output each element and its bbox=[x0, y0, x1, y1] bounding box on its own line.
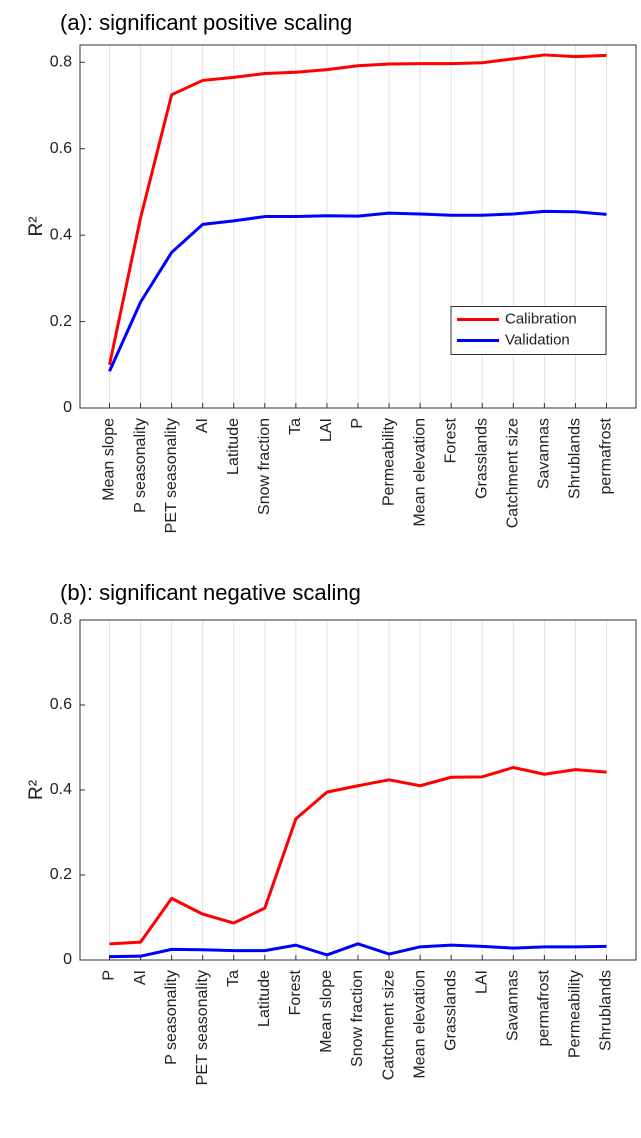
legend-box bbox=[450, 306, 607, 355]
y-tick-label: 0 bbox=[63, 951, 72, 968]
y-axis-label: R² bbox=[26, 216, 47, 236]
chart-title: (b): significant negative scaling bbox=[60, 580, 361, 605]
data-line bbox=[109, 942, 607, 959]
x-tick-label: Ta bbox=[287, 418, 304, 435]
x-tick-label: Mean slope bbox=[318, 970, 335, 1053]
x-tick-label: Snow fraction bbox=[349, 970, 366, 1067]
y-tick-label: 0.8 bbox=[50, 54, 72, 71]
y-tick-label: 0.6 bbox=[50, 696, 72, 713]
axes-frame bbox=[79, 619, 637, 961]
x-tick-label: Forest bbox=[442, 417, 459, 463]
y-tick-label: 0.4 bbox=[50, 226, 72, 243]
x-tick-label: Savannas bbox=[505, 970, 522, 1041]
data-line bbox=[109, 765, 607, 946]
x-tick-label: Latitude bbox=[256, 970, 273, 1027]
x-tick-label: Forest bbox=[287, 969, 304, 1015]
axes-frame bbox=[79, 44, 637, 409]
y-tick-label: 0 bbox=[63, 399, 72, 416]
x-tick-label: Mean slope bbox=[101, 418, 118, 501]
y-tick-label: 0.2 bbox=[50, 313, 72, 330]
y-axis-label: R² bbox=[26, 780, 47, 800]
legend-label: Calibration bbox=[505, 310, 577, 327]
x-tick-label: P bbox=[101, 970, 118, 981]
x-tick-label: permafrost bbox=[536, 969, 553, 1046]
x-tick-label: Permeability bbox=[567, 970, 584, 1058]
y-tick-label: 0.8 bbox=[50, 611, 72, 628]
x-tick-label: Savannas bbox=[536, 418, 553, 489]
x-tick-label: Shrublands bbox=[598, 970, 615, 1051]
data-line bbox=[108, 53, 607, 366]
x-tick-label: permafrost bbox=[598, 417, 615, 494]
x-tick-label: Grasslands bbox=[442, 970, 459, 1051]
x-tick-label: Shrublands bbox=[567, 418, 584, 499]
x-tick-label: P seasonality bbox=[163, 970, 180, 1065]
x-tick-label: P seasonality bbox=[132, 418, 149, 513]
x-tick-label: AI bbox=[132, 970, 149, 985]
legend: Calibration Validation bbox=[450, 306, 607, 355]
x-tick-label: Ta bbox=[225, 970, 242, 987]
x-tick-label: Grasslands bbox=[473, 418, 490, 499]
x-tick-label: AI bbox=[194, 418, 211, 433]
x-tick-label: Mean elevation bbox=[411, 970, 428, 1079]
x-tick-label: Catchment size bbox=[380, 970, 397, 1080]
chart-title: (a): significant positive scaling bbox=[60, 10, 352, 35]
y-tick-label: 0.6 bbox=[50, 140, 72, 157]
x-tick-label: Snow fraction bbox=[256, 418, 273, 515]
x-tick-label: Mean elevation bbox=[411, 418, 428, 527]
legend-label: Validation bbox=[505, 331, 570, 348]
x-tick-label: PET seasonality bbox=[194, 970, 211, 1085]
x-tick-label: P bbox=[349, 418, 366, 429]
x-tick-label: LAI bbox=[318, 418, 335, 442]
x-tick-label: PET seasonality bbox=[163, 418, 180, 533]
data-line bbox=[108, 209, 607, 372]
x-tick-label: Permeability bbox=[380, 418, 397, 506]
y-tick-label: 0.4 bbox=[50, 781, 72, 798]
y-tick-label: 0.2 bbox=[50, 866, 72, 883]
x-tick-label: LAI bbox=[473, 970, 490, 994]
x-tick-label: Latitude bbox=[225, 418, 242, 475]
x-tick-label: Catchment size bbox=[505, 418, 522, 528]
